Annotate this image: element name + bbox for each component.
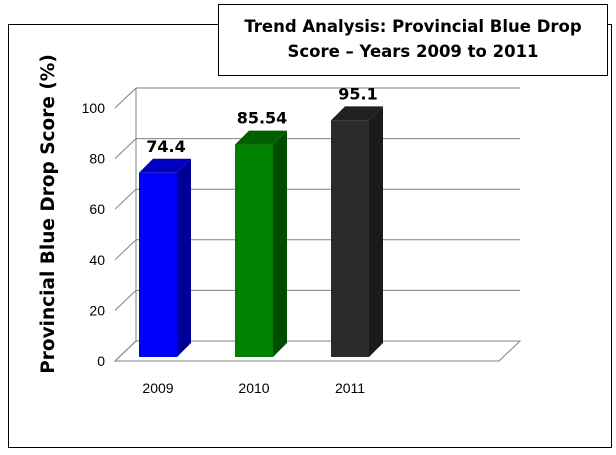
bar-top <box>235 130 287 145</box>
data-label: 85.54 <box>237 109 288 128</box>
x-tick-label: 2011 <box>335 380 365 396</box>
data-label: 95.1 <box>338 84 377 103</box>
bar-side <box>177 158 191 357</box>
x-tick-label: 2009 <box>142 380 173 396</box>
bar-2009 <box>139 172 177 357</box>
gridline-side <box>114 290 137 311</box>
bar-2010 <box>235 144 273 357</box>
y-tick-label: 0 <box>97 353 105 369</box>
y-tick-label: 80 <box>89 151 105 167</box>
gridline-side <box>114 87 137 109</box>
y-tick-label: 20 <box>89 302 105 318</box>
x-tick-label: 2010 <box>238 380 269 396</box>
y-tick-label: 100 <box>82 100 106 116</box>
chart-title: Trend Analysis: Provincial Blue Drop Sco… <box>218 4 608 76</box>
gridline-side <box>114 188 137 210</box>
gridline-side <box>114 239 137 261</box>
bar-top <box>139 158 191 173</box>
y-axis-label: Provincial Blue Drop Score (%) <box>38 54 59 374</box>
gridline-side <box>114 138 137 159</box>
bar-side <box>369 106 383 357</box>
data-label: 74.4 <box>146 137 185 156</box>
bar-top <box>331 106 383 121</box>
bar-2011 <box>331 120 369 357</box>
bar-side <box>273 130 287 357</box>
y-tick-label: 60 <box>89 201 105 217</box>
y-tick-label: 40 <box>89 252 105 268</box>
floor <box>113 340 522 362</box>
